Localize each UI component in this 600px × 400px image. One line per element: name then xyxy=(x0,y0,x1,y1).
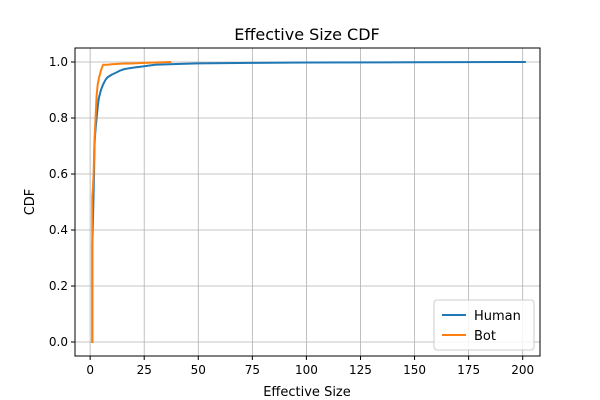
y-tick-label: 1.0 xyxy=(49,55,68,69)
legend: Human Bot xyxy=(433,299,535,351)
legend-box xyxy=(433,299,535,351)
plot-frame xyxy=(74,47,541,357)
grid xyxy=(75,48,540,356)
legend-label-human: Human xyxy=(474,309,521,324)
y-tick-label: 0.6 xyxy=(49,167,68,181)
x-axis-ticks: 0 25 50 75 100 125 150 175 200 xyxy=(86,356,534,377)
y-tick-label: 0.2 xyxy=(49,279,68,293)
y-tick-label: 0.0 xyxy=(49,335,68,349)
x-tick-label: 25 xyxy=(137,363,152,377)
x-tick-label: 175 xyxy=(457,363,480,377)
series-lines xyxy=(91,60,526,343)
x-tick-label: 0 xyxy=(86,363,94,377)
x-axis-label: Effective Size xyxy=(263,385,351,400)
x-tick-label: 150 xyxy=(403,363,426,377)
y-axis-ticks: 0.0 0.2 0.4 0.6 0.8 1.0 xyxy=(49,55,75,349)
chart-title: Effective Size CDF xyxy=(234,25,380,44)
legend-label-bot: Bot xyxy=(474,329,496,344)
x-tick-label: 200 xyxy=(511,363,534,377)
y-axis-label: CDF xyxy=(23,189,38,216)
series-line-bot xyxy=(91,60,172,343)
x-tick-label: 50 xyxy=(191,363,206,377)
y-tick-label: 0.8 xyxy=(49,111,68,125)
x-tick-label: 100 xyxy=(295,363,318,377)
y-tick-label: 0.4 xyxy=(49,223,68,237)
x-tick-label: 75 xyxy=(245,363,260,377)
x-tick-label: 125 xyxy=(349,363,372,377)
